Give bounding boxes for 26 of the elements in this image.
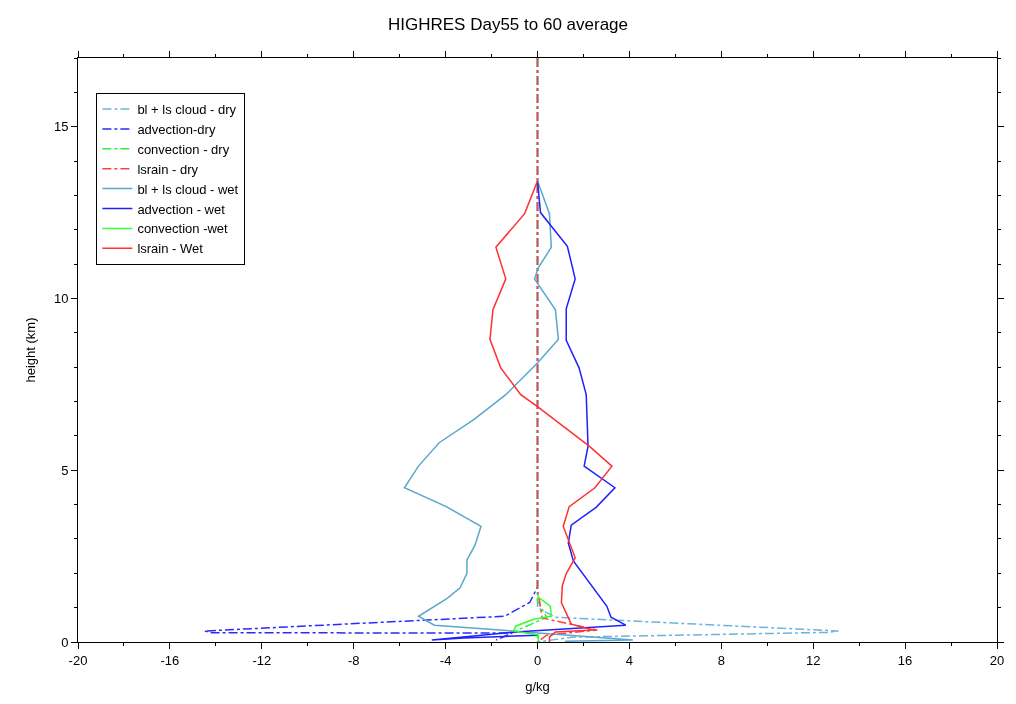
y-tick-label: 0 xyxy=(61,634,69,650)
x-tick-label: 0 xyxy=(533,652,542,668)
x-tick-label: 8 xyxy=(717,652,725,668)
legend-label: bl + ls cloud - wet xyxy=(137,181,239,197)
y-tick-label: 15 xyxy=(53,119,69,135)
x-axis-title: g/kg xyxy=(525,679,550,695)
legend-label: bl + ls cloud - dry xyxy=(137,102,237,118)
x-tick-label: -8 xyxy=(347,652,360,668)
legend-label: lsrain - dry xyxy=(137,161,199,177)
y-tick-label: 5 xyxy=(61,462,69,478)
x-tick-label: 4 xyxy=(625,652,634,668)
legend-label: advection-dry xyxy=(137,121,216,137)
x-tick-label: -4 xyxy=(439,652,452,668)
x-tick-label: 20 xyxy=(989,652,1005,668)
x-tick-label: -16 xyxy=(160,652,180,668)
legend-label: convection - dry xyxy=(137,141,230,157)
legend-label: lsrain - Wet xyxy=(137,241,204,257)
x-tick-label: -20 xyxy=(68,652,88,668)
legend-label: convection -wet xyxy=(137,221,229,237)
chart-title: HIGHRES Day55 to 60 average xyxy=(387,14,629,34)
y-axis-title: height (km) xyxy=(22,317,38,383)
x-tick-label: -12 xyxy=(252,652,272,668)
legend-label: advection - wet xyxy=(137,201,226,217)
x-tick-label: 16 xyxy=(897,652,913,668)
x-tick-label: 12 xyxy=(805,652,821,668)
y-tick-label: 10 xyxy=(53,291,69,307)
